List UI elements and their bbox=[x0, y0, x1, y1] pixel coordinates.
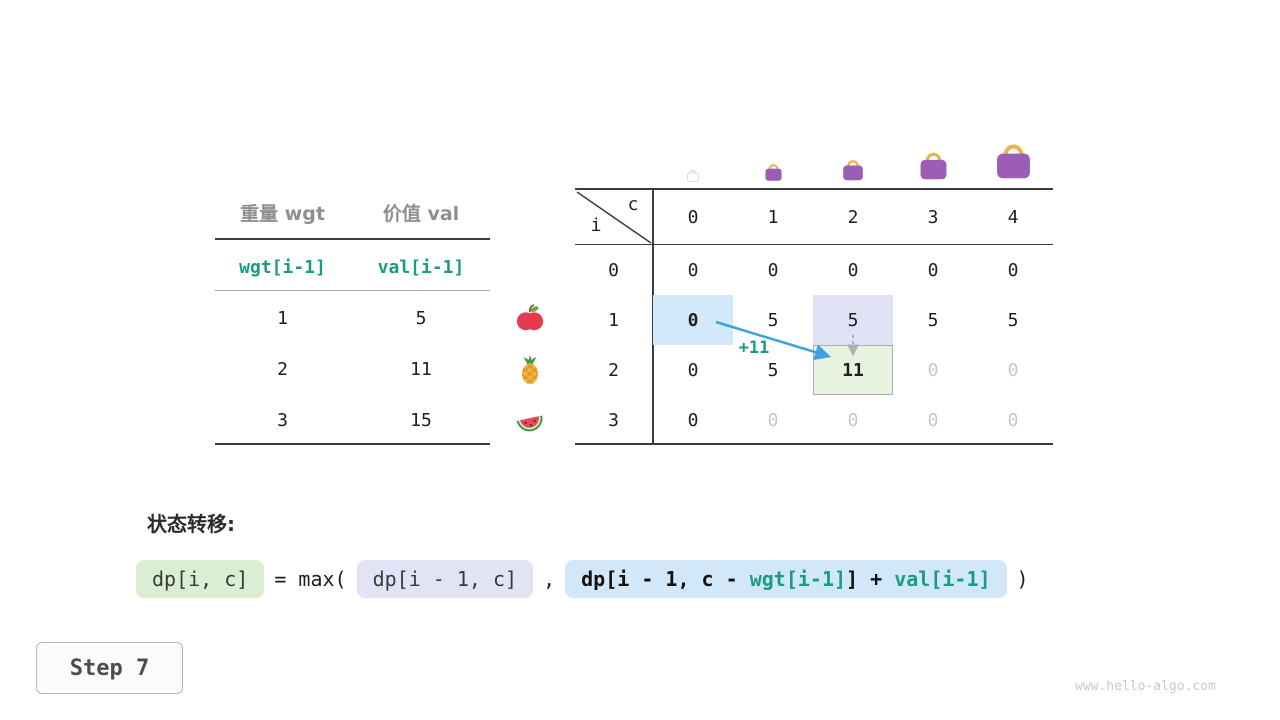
transition-heading: 状态转移: bbox=[147, 512, 235, 536]
dp-cell-r0c4: 0 bbox=[1007, 259, 1019, 281]
dp-cell-r2c3: 0 bbox=[927, 359, 939, 381]
dp-table-rule-header bbox=[575, 244, 1053, 245]
dp-cell-r0c0: 0 bbox=[687, 259, 699, 281]
step-badge: Step 7 bbox=[36, 642, 183, 694]
item-1-value: 5 bbox=[415, 308, 427, 329]
bag-icon-capacity-0 bbox=[685, 167, 701, 183]
dp-cell-r1c4: 5 bbox=[1007, 309, 1019, 331]
dp-cell-r0c2: 0 bbox=[847, 259, 859, 281]
dp-cell-r2c0: 0 bbox=[687, 359, 699, 381]
bag-icon-capacity-3 bbox=[915, 146, 952, 183]
item-3-value: 15 bbox=[410, 410, 432, 431]
dp-cell-r3c1: 0 bbox=[767, 409, 779, 431]
dp-cell-r1c1: 5 bbox=[767, 309, 779, 331]
dp-cell-r0c1: 0 bbox=[767, 259, 779, 281]
item-table-rule-bottom bbox=[215, 443, 490, 445]
formula-option2-prefix: dp[i - 1, c - bbox=[581, 567, 750, 591]
item-table-formula-wgt: wgt[i-1] bbox=[239, 257, 326, 278]
dp-cell-r3c3: 0 bbox=[927, 409, 939, 431]
dp-cell-r1c2: 5 bbox=[813, 295, 893, 345]
dp-cell-r2c4: 0 bbox=[1007, 359, 1019, 381]
dp-col-header-2: 2 bbox=[847, 206, 859, 228]
dp-corner-col-var: c bbox=[627, 194, 639, 215]
formula-option2-mid: ] + bbox=[846, 567, 895, 591]
dp-col-header-1: 1 bbox=[767, 206, 779, 228]
dp-cell-r3c0: 0 bbox=[687, 409, 699, 431]
item-table-header-weight: 重量 wgt bbox=[240, 203, 325, 225]
formula-comma: , bbox=[543, 567, 556, 591]
item-3-weight: 3 bbox=[277, 410, 288, 431]
formula-option2-wgt: wgt[i-1] bbox=[749, 567, 847, 591]
bag-icon-capacity-1 bbox=[762, 160, 785, 183]
formula-option2-box: dp[i - 1, c - wgt[i-1]] + val[i-1] bbox=[565, 560, 1007, 598]
dp-cell-r2c2: 11 bbox=[813, 345, 893, 395]
apple-icon bbox=[515, 303, 545, 333]
watermelon-icon bbox=[515, 406, 545, 436]
watermark: www.hello-algo.com bbox=[1075, 679, 1216, 694]
item-table-rule-mid bbox=[215, 290, 490, 291]
bag-icon-capacity-2 bbox=[839, 155, 867, 183]
dp-cell-r3c4: 0 bbox=[1007, 409, 1019, 431]
item-1-weight: 1 bbox=[277, 308, 288, 329]
dp-col-header-4: 4 bbox=[1007, 206, 1019, 228]
dp-corner-row-var: i bbox=[590, 215, 602, 236]
item-table-formula-val: val[i-1] bbox=[377, 257, 465, 278]
dp-row-header-0: 0 bbox=[608, 259, 619, 281]
dp-col-header-3: 3 bbox=[927, 206, 939, 228]
dp-row-header-3: 3 bbox=[608, 409, 619, 431]
dp-table-rule-bottom bbox=[575, 443, 1053, 445]
item-2-weight: 2 bbox=[277, 359, 288, 380]
item-table-header-value: 价值 val bbox=[382, 203, 460, 225]
formula-option2-val: val[i-1] bbox=[894, 567, 991, 591]
dp-cell-r2c1: 5 bbox=[767, 359, 779, 381]
formula-equals-max: = max( bbox=[274, 567, 347, 591]
dp-cell-r3c2: 0 bbox=[847, 409, 859, 431]
transition-formula: dp[i, c] = max( dp[i - 1, c] , dp[i - 1,… bbox=[136, 560, 1029, 598]
dp-cells: 0 0 0 0 0 0 5 5 5 5 0 5 11 0 0 0 0 0 0 0 bbox=[653, 245, 1053, 445]
dp-table-rule-top bbox=[575, 188, 1053, 190]
pineapple-icon bbox=[515, 355, 545, 385]
item-2-value: 11 bbox=[410, 359, 432, 380]
transfer-value-annotation: +11 bbox=[738, 338, 770, 358]
formula-close-paren: ) bbox=[1016, 567, 1029, 591]
dp-cell-r1c3: 5 bbox=[927, 309, 939, 331]
dp-row-header-2: 2 bbox=[608, 359, 619, 381]
dp-cell-r1c0: 0 bbox=[653, 295, 733, 345]
dp-row-headers: 0 1 2 3 bbox=[575, 245, 652, 445]
formula-lhs-box: dp[i, c] bbox=[136, 560, 265, 598]
formula-option1-box: dp[i - 1, c] bbox=[356, 560, 534, 598]
dp-col-headers: 0 1 2 3 4 bbox=[653, 190, 1053, 244]
dp-col-header-0: 0 bbox=[687, 206, 699, 228]
dp-row-header-1: 1 bbox=[608, 309, 619, 331]
bag-icon-capacity-4 bbox=[990, 136, 1037, 183]
item-table-rule-top bbox=[215, 238, 490, 240]
dp-cell-r0c3: 0 bbox=[927, 259, 939, 281]
